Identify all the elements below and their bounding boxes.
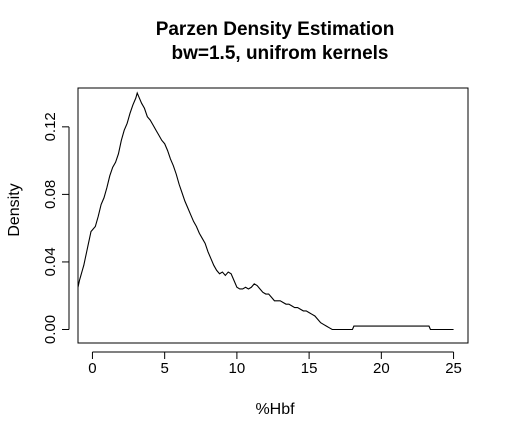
y-tick-label: 0.08 [42,180,59,209]
y-axis-label: Density [6,183,23,236]
plot-frame [77,87,469,344]
y-tick-label: 0.12 [42,112,59,141]
y-tick-label: 0.00 [42,315,59,344]
chart-title: Parzen Density Estimation [156,19,395,40]
x-tick-label: 10 [229,360,246,377]
x-tick-label: 0 [88,360,96,377]
y-tick-label: 0.04 [42,247,59,276]
x-tick-label: 20 [373,360,390,377]
x-tick-label: 5 [160,360,168,377]
x-axis: 0 5 10 15 20 25 [88,351,462,377]
x-tick-label: 15 [301,360,318,377]
y-axis: 0.00 0.04 0.08 0.12 [42,112,70,344]
x-tick-label: 25 [445,360,462,377]
density-line [77,91,454,331]
chart-subtitle: bw=1.5, unifrom kernels [172,43,389,64]
x-axis-label: %Hbf [255,401,295,418]
